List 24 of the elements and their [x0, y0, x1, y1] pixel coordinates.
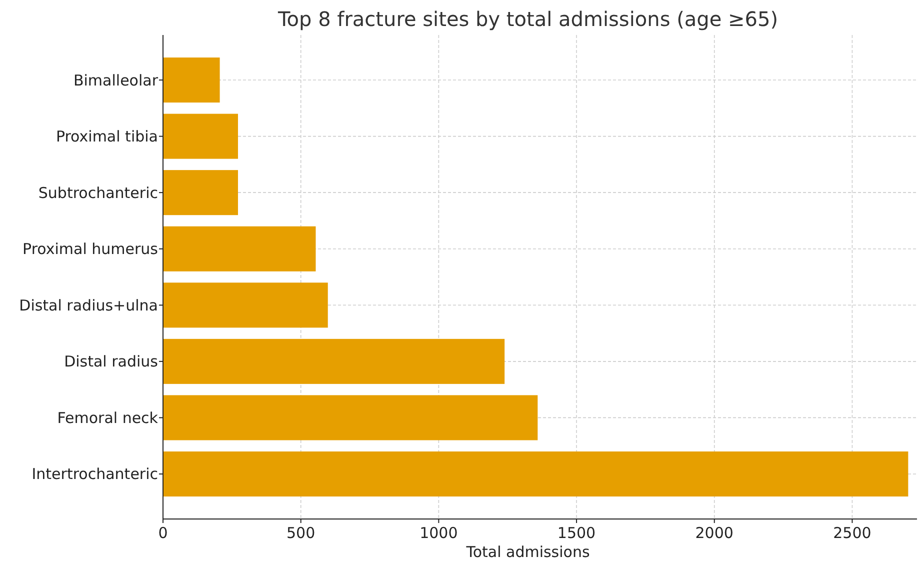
- y-tick-label: Distal radius+ulna: [19, 296, 158, 314]
- x-tick-label: 500: [286, 524, 316, 542]
- chart-title: Top 8 fracture sites by total admissions (age ≥65): [276, 7, 778, 31]
- bar: [163, 170, 238, 216]
- y-tick-label: Bimalleolar: [73, 71, 159, 90]
- y-tick-label: Intertrochanteric: [32, 465, 158, 484]
- y-tick-label: Femoral neck: [57, 408, 158, 427]
- bar: [163, 58, 220, 103]
- bar: [163, 226, 316, 272]
- bar: [163, 114, 238, 159]
- bar: [163, 282, 328, 328]
- y-tick-label: Subtrochanteric: [38, 184, 158, 202]
- x-tick-label: 0: [158, 524, 168, 542]
- bar: [163, 338, 505, 384]
- bar: [163, 395, 538, 440]
- y-tick-label: Distal radius: [64, 352, 158, 371]
- x-tick-label: 2500: [833, 524, 872, 542]
- x-tick-label: 1500: [557, 524, 596, 542]
- x-tick-label: 1000: [420, 524, 458, 542]
- y-tick-label: Proximal humerus: [22, 240, 158, 258]
- y-tick-label: Proximal tibia: [56, 128, 158, 146]
- x-axis-title: Total admissions: [465, 543, 590, 561]
- x-tick-label: 2000: [695, 524, 734, 542]
- bar: [163, 451, 908, 496]
